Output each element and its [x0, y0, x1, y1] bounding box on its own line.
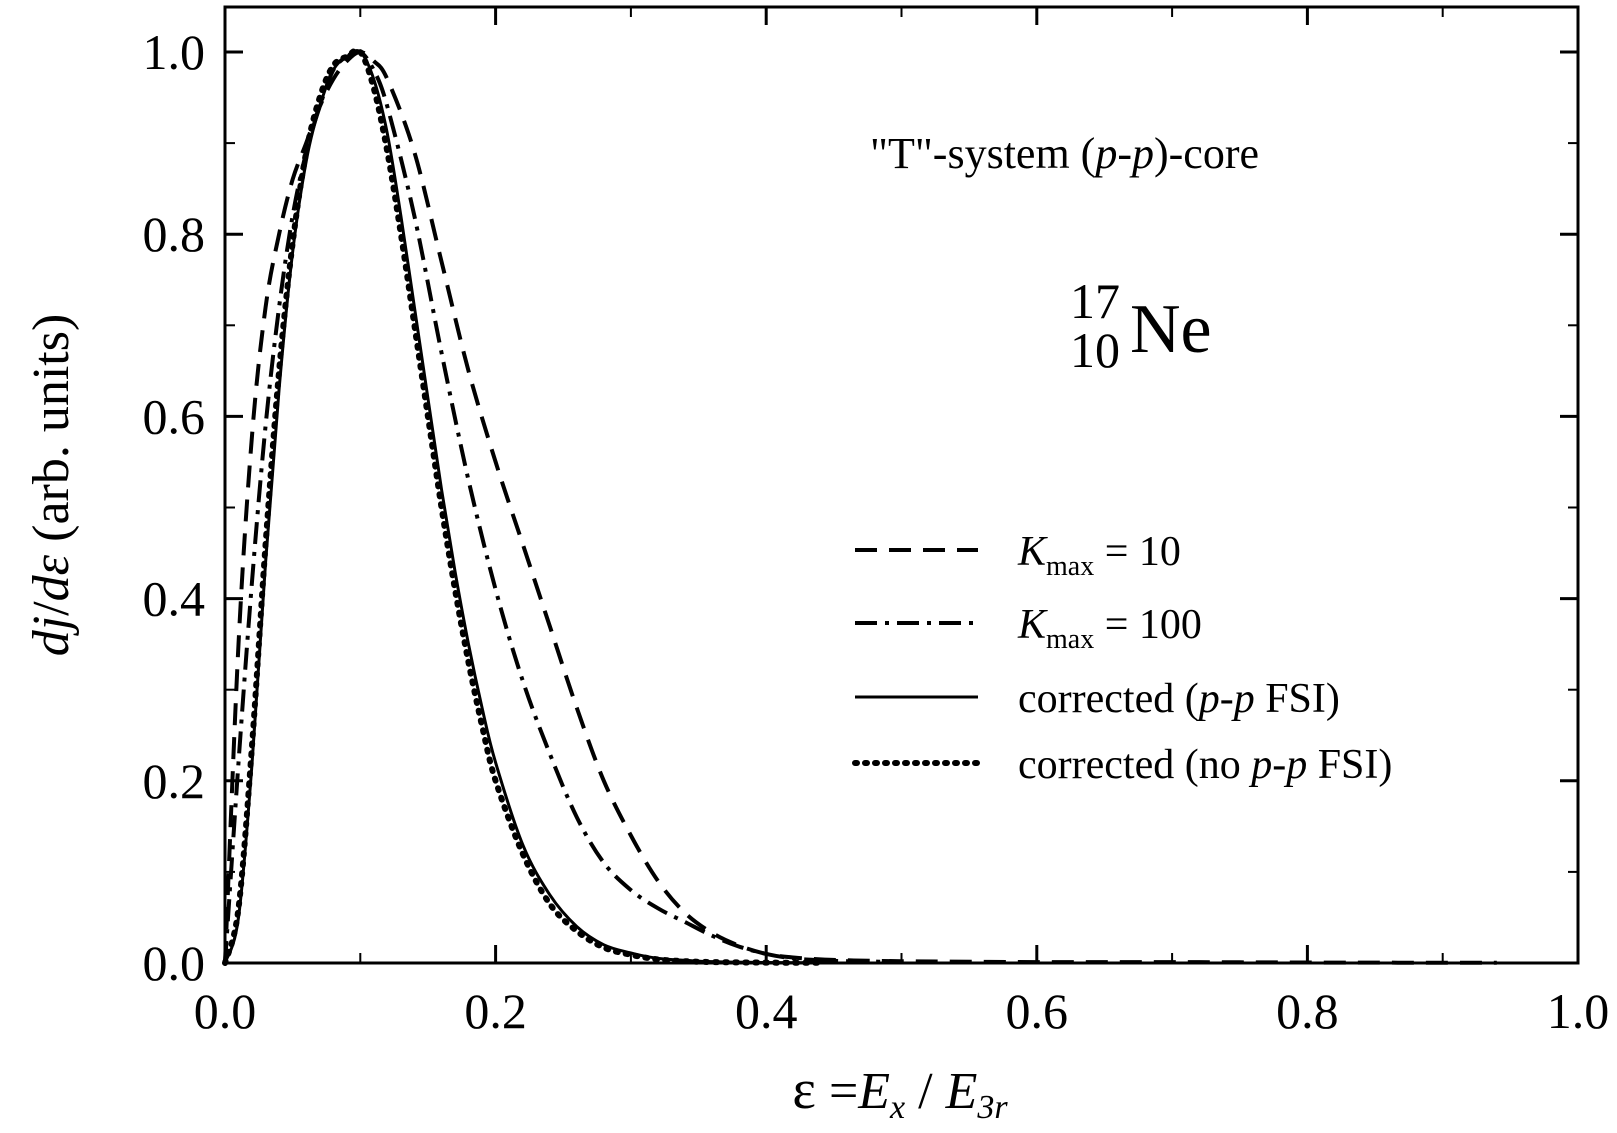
axis-ticks — [223, 7, 1580, 965]
y-tick-label: 0.6 — [143, 388, 206, 444]
x-axis-label: ε =Ex / E3r — [792, 1059, 1008, 1126]
nucleus-label: 17 10 Ne — [1070, 273, 1212, 378]
curves — [222, 47, 1497, 966]
series-line-solid — [223, 49, 821, 965]
x-tick-label: 0.4 — [735, 983, 798, 1039]
y-tick-label: 1.0 — [143, 24, 206, 80]
nucleus-charge: 10 — [1070, 322, 1120, 378]
legend-label-corrected-fsi: corrected (p-p FSI) — [1018, 676, 1340, 722]
x-tick-label: 0.6 — [1006, 983, 1069, 1039]
series-line-dashed — [223, 49, 1497, 965]
series-line-dotted — [222, 47, 824, 966]
y-tick-label: 0.4 — [143, 571, 206, 627]
legend: Kmax = 10 Kmax = 100 corrected (p-p FSI)… — [852, 529, 1392, 788]
annotation-text: "T"-system (p-p)-core — [870, 129, 1259, 178]
tick-labels: 0.0 0.2 0.4 0.6 0.8 1.0 0.0 0.2 0.4 0.6 0.8 1.0 — [143, 24, 1610, 1039]
x-tick-label: 0.2 — [464, 983, 527, 1039]
nucleus-symbol: Ne — [1130, 291, 1212, 368]
legend-label-kmax100: Kmax = 100 — [1017, 602, 1202, 655]
legend-label-kmax10: Kmax = 10 — [1017, 529, 1181, 582]
nucleus-mass: 17 — [1070, 273, 1120, 329]
x-tick-label: 0.8 — [1276, 983, 1339, 1039]
x-tick-label: 1.0 — [1547, 983, 1610, 1039]
y-axis-label: dj/dε (arb. units) — [23, 314, 80, 657]
legend-label-corrected-nofsi: corrected (no p-p FSI) — [1018, 742, 1392, 788]
x-tick-label: 0.0 — [194, 983, 257, 1039]
series-line-dashdot — [223, 49, 902, 965]
y-tick-label: 0.2 — [143, 753, 206, 809]
y-tick-label: 0.0 — [143, 935, 206, 991]
y-tick-label: 0.8 — [143, 206, 206, 262]
